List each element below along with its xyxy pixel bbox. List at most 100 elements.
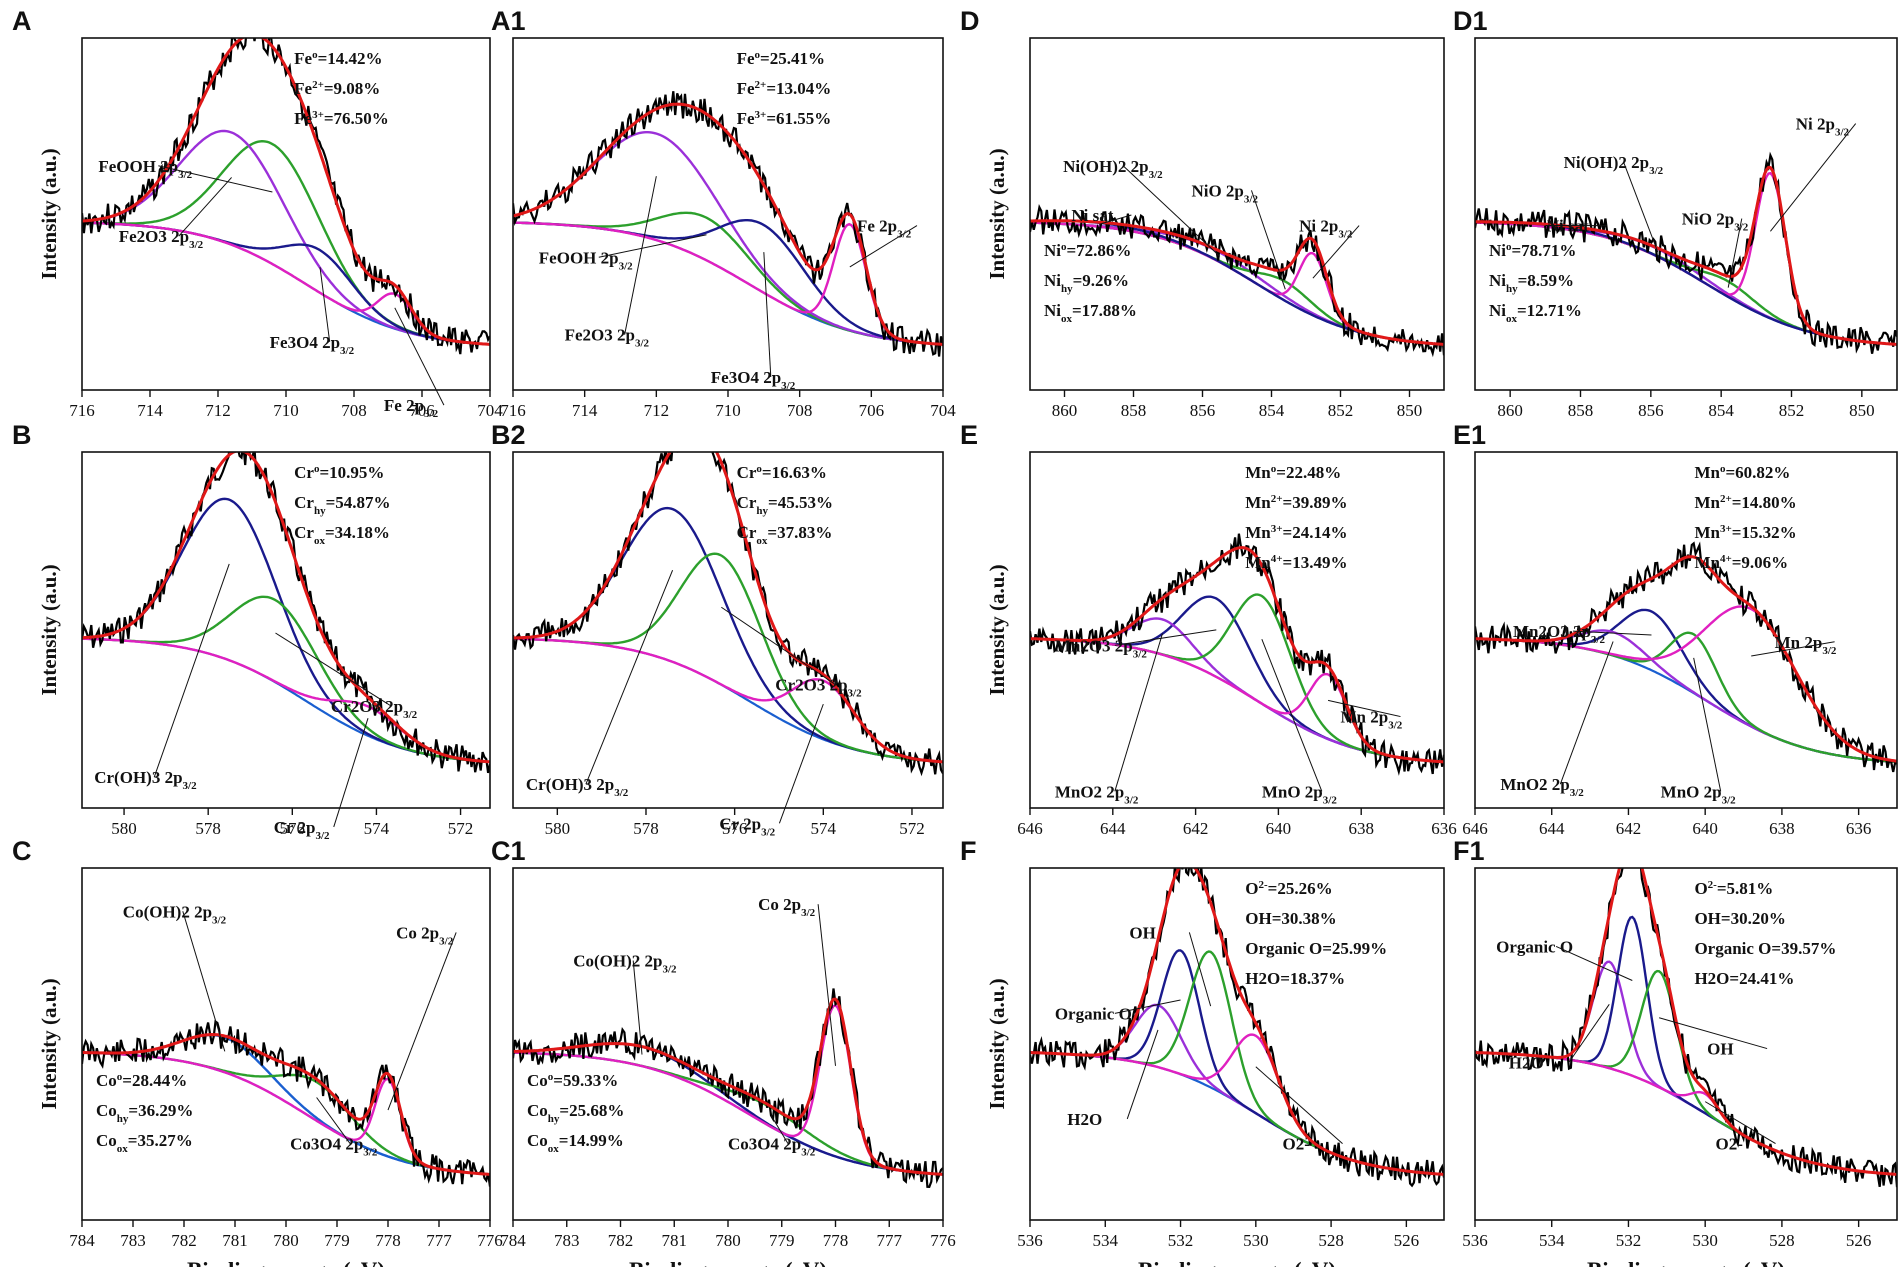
x-tick-label: 784 xyxy=(69,1231,95,1250)
x-tick-label: 708 xyxy=(787,401,813,420)
envelope-line xyxy=(82,38,490,346)
quant-line: Mn2+=39.89% xyxy=(1245,493,1347,512)
component-label: Co 2p3/2 xyxy=(396,923,454,947)
component-0-line xyxy=(513,506,943,764)
x-tick-label: 852 xyxy=(1328,401,1354,420)
panel-C: 784 783 782 781 780 779 778 777 776 C Intensity (a… xyxy=(12,836,503,1267)
plot-area xyxy=(82,1019,490,1187)
quant-line: Coox=14.99% xyxy=(527,1131,624,1155)
component-label: MnO 2p3/2 xyxy=(1262,782,1337,806)
label-arrow xyxy=(1188,932,1212,1007)
x-tick-label: 580 xyxy=(111,819,137,838)
quant-line: Cohy=36.29% xyxy=(96,1101,193,1125)
panel-letter: D1 xyxy=(1453,6,1488,36)
panel-F1: 536 534 532 530 528 526 F1 Binding energy (eV) O… xyxy=(1453,836,1898,1267)
x-tick-label: 776 xyxy=(477,1231,503,1250)
component-label: Cr 2p3/2 xyxy=(274,818,330,842)
component-label: Ni sat xyxy=(1071,206,1113,225)
background-line xyxy=(1030,637,1444,763)
x-tick-label: 578 xyxy=(633,819,659,838)
quant-line: Feo=25.41% xyxy=(737,49,825,68)
x-tick-label: 781 xyxy=(222,1231,248,1250)
panel-B2: 580 578 576 574 572 B2 Cro=16.63% Crhy=45.53% Cr… xyxy=(491,420,944,838)
quant-line: Mno=60.82% xyxy=(1694,463,1790,482)
component-0-line xyxy=(1030,595,1444,764)
component-label: Ni(OH)2 2p3/2 xyxy=(1564,153,1664,177)
label-arrow xyxy=(333,718,369,828)
label-arrow xyxy=(1126,1029,1159,1120)
plot-frame xyxy=(1474,451,1898,809)
x-tick-label: 636 xyxy=(1846,819,1872,838)
x-tick-label: 779 xyxy=(324,1231,350,1250)
label-arrow xyxy=(1114,629,1217,646)
x-tick-label: 528 xyxy=(1318,1231,1344,1250)
label-arrow xyxy=(1572,630,1652,636)
x-tick-label: 580 xyxy=(545,819,571,838)
x-tick-label: 710 xyxy=(715,401,741,420)
x-axis-label: Binding energy (eV) xyxy=(187,1258,385,1267)
x-tick-label: 638 xyxy=(1769,819,1795,838)
envelope-line xyxy=(513,452,943,764)
label-arrow xyxy=(632,960,643,1055)
y-axis-label: Intensity (a.u.) xyxy=(37,148,61,279)
component-label: Co(OH)2 2p3/2 xyxy=(123,902,227,926)
panel-D1: 860 858 856 854 852 850 D1 Nio=78.71% Nihy=8.59%… xyxy=(1453,6,1898,420)
quant-line: OH=30.38% xyxy=(1245,909,1336,928)
quant-line: Coox=35.27% xyxy=(96,1131,193,1155)
x-tick-label: 854 xyxy=(1259,401,1285,420)
component-label: MnO 2p3/2 xyxy=(1661,782,1736,806)
x-tick-label: 714 xyxy=(572,401,598,420)
quant-line: OH=30.20% xyxy=(1694,909,1785,928)
x-axis-label: Binding energy (eV) xyxy=(1587,1258,1785,1267)
plot-area xyxy=(513,988,943,1189)
label-arrow xyxy=(1261,638,1323,792)
quant-line: O2-=5.81% xyxy=(1694,879,1773,898)
label-arrow xyxy=(1727,218,1743,288)
x-tick-label: 850 xyxy=(1397,401,1423,420)
component-label: Cr(OH)3 2p3/2 xyxy=(526,775,629,799)
x-tick-label: 712 xyxy=(644,401,670,420)
label-arrow xyxy=(153,563,230,778)
component-label: Mn 2p3/2 xyxy=(1341,708,1403,732)
component-label: Organic O xyxy=(1055,1004,1132,1023)
plot-area xyxy=(1475,868,1897,1188)
x-tick-label: 532 xyxy=(1616,1231,1642,1250)
plot-area xyxy=(1030,533,1444,776)
x-tick-label: 572 xyxy=(899,819,925,838)
x-tick-label: 778 xyxy=(375,1231,401,1250)
label-arrow xyxy=(158,165,273,193)
component-label: Ni sat xyxy=(1547,217,1589,236)
quant-line: Cro=16.63% xyxy=(737,463,827,482)
envelope-line xyxy=(1030,546,1444,764)
panel-F: 536 534 532 530 528 526 F Intensity (a.u.) Bindi… xyxy=(960,836,1445,1267)
envelope-line xyxy=(1030,868,1444,1176)
component-label: O2- xyxy=(1283,1135,1311,1154)
envelope-line xyxy=(1475,868,1897,1176)
envelope-line xyxy=(1475,165,1897,346)
component-0-line xyxy=(1030,1003,1444,1176)
quant-line: Nihy=8.59% xyxy=(1489,271,1574,295)
x-tick-label: 526 xyxy=(1846,1231,1872,1250)
component-label: MnO2 2p3/2 xyxy=(1500,775,1584,799)
label-arrow xyxy=(316,1097,351,1144)
x-tick-label: 636 xyxy=(1431,819,1457,838)
x-tick-label: 779 xyxy=(769,1231,795,1250)
component-label: Co(OH)2 2p3/2 xyxy=(573,952,677,976)
component-label: Cr(OH)3 2p3/2 xyxy=(94,768,197,792)
plot-area xyxy=(1030,868,1444,1188)
panel-A: 716 714 712 710 708 706 704 A Intensity (a.u.) Fe… xyxy=(12,6,503,420)
label-arrow xyxy=(849,225,918,268)
x-tick-label: 782 xyxy=(171,1231,197,1250)
x-tick-label: 644 xyxy=(1539,819,1565,838)
x-tick-label: 646 xyxy=(1017,819,1043,838)
component-label: Ni 2p3/2 xyxy=(1299,217,1353,241)
label-arrow xyxy=(624,176,657,335)
panel-letter: D xyxy=(960,6,980,36)
x-tick-label: 646 xyxy=(1462,819,1488,838)
quant-line: Coo=28.44% xyxy=(96,1071,187,1090)
x-tick-label: 860 xyxy=(1052,401,1078,420)
component-label: Fe2O3 2p3/2 xyxy=(565,326,650,350)
x-tick-label: 534 xyxy=(1093,1231,1119,1250)
x-tick-label: 642 xyxy=(1616,819,1642,838)
